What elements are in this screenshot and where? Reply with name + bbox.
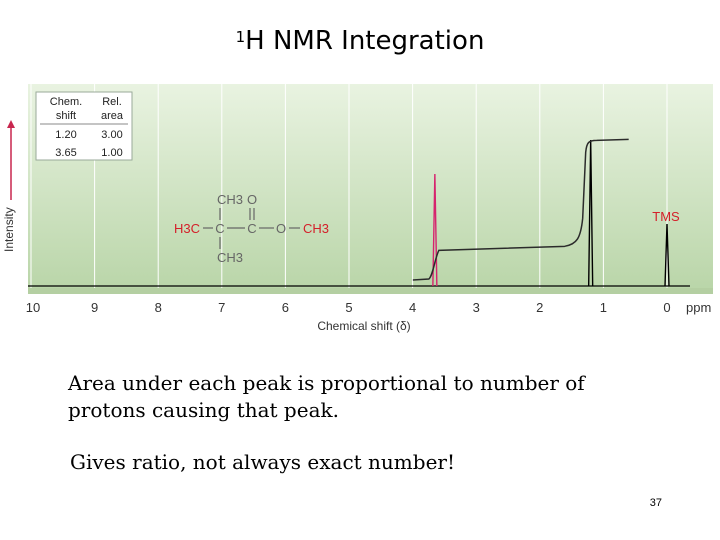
structure-carbonyl-o: O	[247, 192, 257, 207]
spectrum-peak	[664, 223, 670, 287]
plot-baseline-band	[28, 288, 713, 294]
table-cell-area-2: 1.00	[101, 147, 122, 159]
area-table-box	[35, 91, 133, 161]
table-header-area-2: area	[101, 110, 124, 122]
area-table: Chem. shift Rel. area 1.20 3.00 3.65 1.0…	[35, 91, 133, 161]
plot-marks	[28, 138, 690, 287]
plot-background	[28, 84, 713, 292]
y-axis-arrowhead	[7, 120, 15, 128]
slide-number: 37	[649, 497, 662, 509]
table-header-shift-2: shift	[56, 110, 76, 122]
body-text-ratio: Gives ratio, not always exact number!	[70, 450, 455, 474]
table-cell-area-1: 3.00	[101, 129, 122, 141]
structure-c1: C	[215, 221, 224, 236]
table-cell-shift-1: 1.20	[55, 129, 76, 141]
x-tick-label: 6	[282, 300, 289, 315]
gridlines	[30, 84, 668, 288]
x-tick-label: 9	[91, 300, 98, 315]
x-tick-label: 7	[218, 300, 225, 315]
structure-c2: C	[247, 221, 256, 236]
x-tick-label: 10	[26, 300, 40, 315]
spectrum-peak	[432, 173, 438, 287]
x-tick-label: 2	[536, 300, 543, 315]
x-tick-label: 3	[473, 300, 480, 315]
x-axis-ticks: 10 9 8 7 6 5 4 3 2 1 0	[26, 300, 671, 315]
table-cell-shift-2: 3.65	[55, 147, 76, 159]
tms-label: TMS	[652, 209, 680, 224]
spectrum-peak	[587, 139, 594, 287]
body-text-proportional: Area under each peak is proportional to …	[68, 371, 585, 422]
x-tick-label: 8	[155, 300, 162, 315]
title-text: H NMR Integration	[245, 26, 485, 56]
x-tick-label: 1	[600, 300, 607, 315]
structure-top-ch3: CH3	[217, 192, 243, 207]
table-header-shift-1: Chem.	[50, 96, 82, 108]
molecule-structure: CH3 O H3C C C O CH3 CH3	[174, 192, 329, 265]
structure-left-h3c: H3C	[174, 221, 200, 236]
x-axis-label: Chemical shift (δ)	[317, 319, 410, 333]
structure-bottom-ch3: CH3	[217, 250, 243, 265]
table-header-area-1: Rel.	[102, 96, 122, 108]
x-axis-unit: ppm	[686, 300, 711, 315]
x-tick-label: 0	[663, 300, 670, 315]
y-axis: Intensity	[2, 120, 16, 252]
structure-ester-o: O	[276, 221, 286, 236]
x-tick-label: 5	[345, 300, 352, 315]
y-axis-label: Intensity	[2, 207, 16, 252]
nmr-spectrum-chart: Chem. shift Rel. area 1.20 3.00 3.65 1.0…	[2, 84, 713, 333]
x-tick-label: 4	[409, 300, 416, 315]
integral-curve	[412, 138, 629, 281]
structure-right-ch3: CH3	[303, 221, 329, 236]
title-superscript: 1	[235, 28, 246, 46]
slide-title: 1H NMR Integration	[0, 26, 720, 56]
